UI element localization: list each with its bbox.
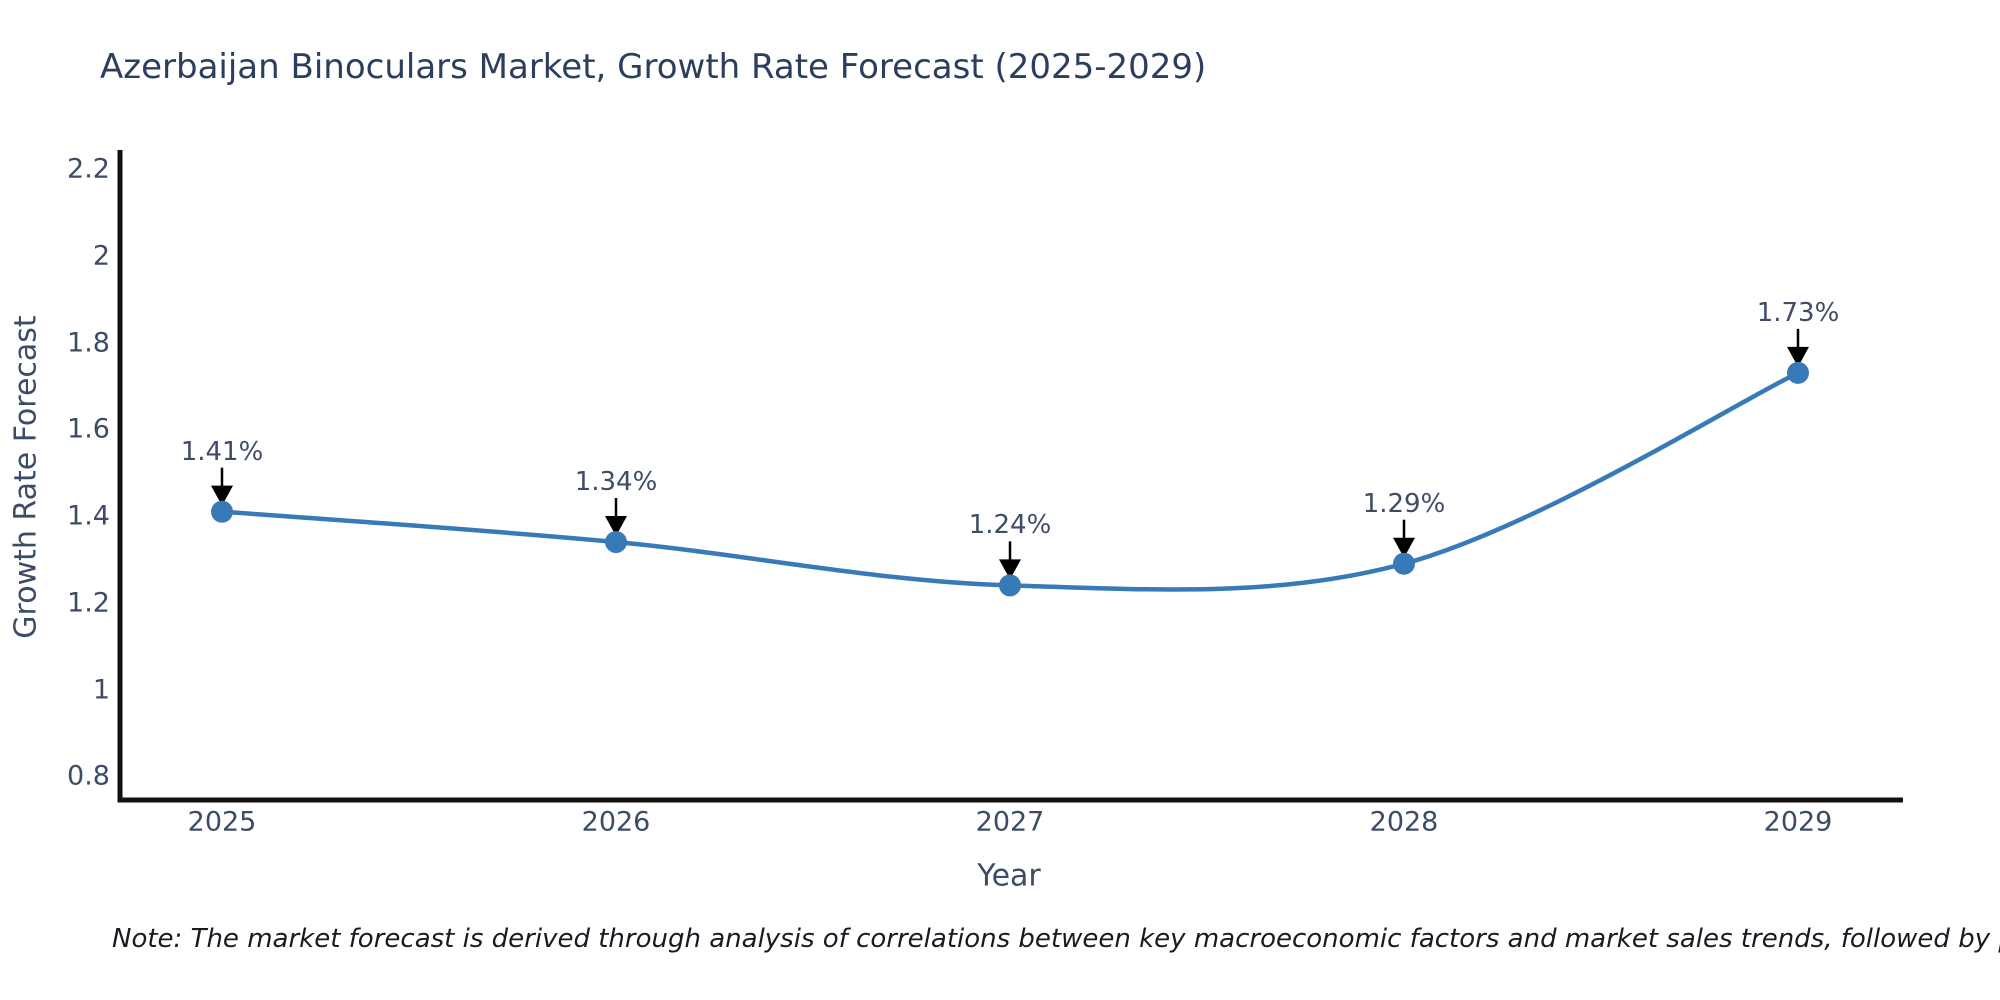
data-label: 1.34% (574, 467, 658, 498)
y-tick-label: 1.4 (67, 500, 110, 532)
y-tick-label: 1.2 (67, 587, 110, 619)
x-tick-label: 2028 (1369, 806, 1439, 838)
x-tick-label: 2029 (1763, 806, 1833, 838)
data-label: 1.29% (1362, 488, 1446, 519)
annotation-arrow-head (999, 559, 1021, 580)
data-point-marker (605, 531, 627, 554)
y-tick-label: 0.8 (67, 760, 110, 792)
y-tick-label: 2 (92, 240, 110, 272)
annotation-arrow-head (211, 485, 233, 506)
x-axis-title: Year (977, 858, 1041, 894)
data-label: 1.41% (180, 436, 264, 467)
y-tick-label: 2.2 (67, 153, 110, 185)
y-axis-title: Growth Rate Forecast (8, 315, 44, 639)
annotation-arrow-head (605, 516, 627, 537)
data-point-marker (211, 500, 233, 523)
chart-title: Azerbaijan Binoculars Market, Growth Rat… (100, 47, 1207, 87)
data-label: 1.73% (1756, 297, 1840, 328)
annotation-arrow-head (1393, 537, 1415, 558)
y-tick-label: 1 (92, 674, 110, 705)
data-point-marker (1787, 361, 1809, 384)
x-tick-label: 2027 (975, 806, 1045, 838)
data-point-marker (999, 574, 1021, 597)
footnote: Note: The market forecast is derived thr… (112, 924, 2000, 954)
x-tick-label: 2025 (187, 806, 257, 838)
annotation-arrow-head (1787, 346, 1809, 367)
x-tick-label: 2026 (581, 806, 651, 838)
y-tick-label: 1.8 (67, 327, 110, 358)
data-point-marker (1393, 552, 1415, 575)
data-label: 1.24% (968, 510, 1052, 541)
y-tick-label: 1.6 (67, 413, 110, 445)
